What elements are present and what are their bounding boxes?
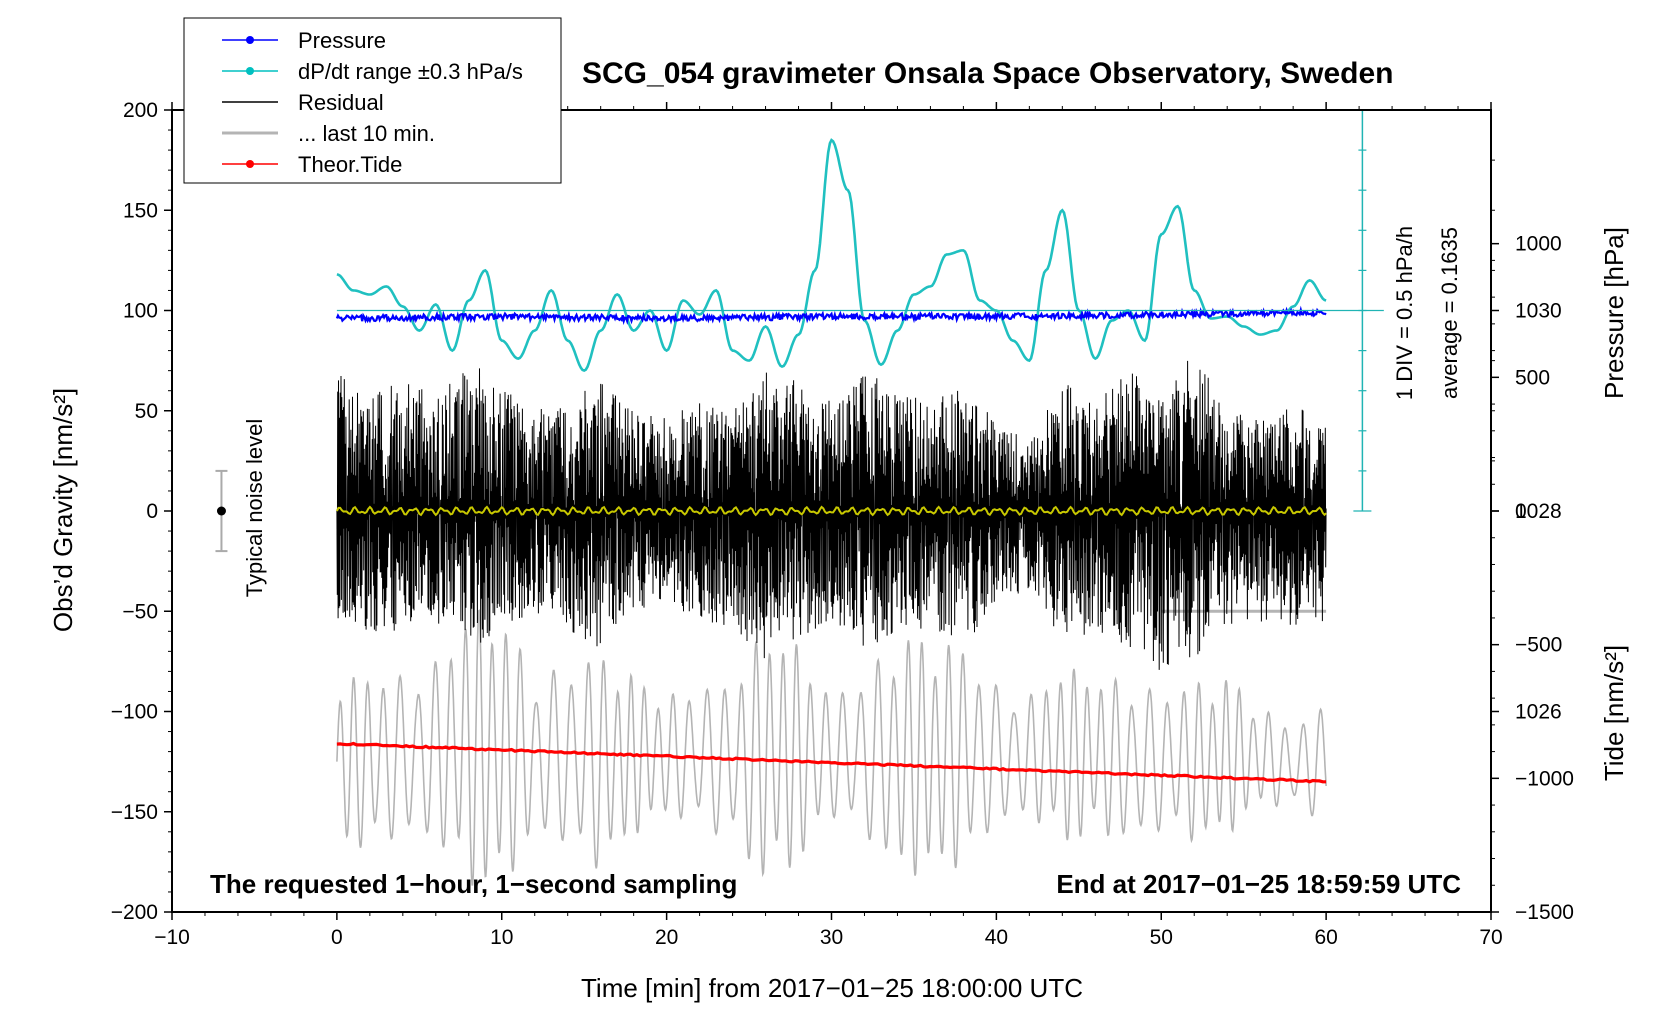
pressure-tick-label: 1026 [1515, 701, 1562, 724]
tide-tick-label: 500 [1515, 366, 1550, 389]
pressure-tick-label: 1030 [1515, 300, 1562, 323]
noise-level-label: Typical noise level [242, 419, 267, 598]
residual-trace [336, 360, 1327, 670]
y-tick-label-left: 50 [135, 400, 158, 423]
last-10-min-trace [336, 609, 1327, 886]
y-tick-label-left: −100 [111, 701, 158, 724]
tide-tick-label: 1000 [1515, 233, 1562, 256]
scale-bar-label-average: average = 0.1635 [1437, 227, 1462, 399]
pressure-trace [335, 305, 1327, 326]
legend: Pressure dP/dt range ±0.3 hPa/s Residual..… [183, 17, 562, 184]
noise-level-dot [216, 506, 226, 516]
legend-label: Theor.Tide [298, 152, 402, 177]
x-tick-label: 60 [1314, 926, 1337, 949]
tide-tick-label: −500 [1515, 634, 1562, 657]
x-tick-label: 50 [1150, 926, 1173, 949]
y-tick-label-left: 200 [123, 99, 158, 122]
tide-trace [336, 741, 1327, 784]
x-tick-label: 10 [490, 926, 513, 949]
annotation-end-time: End at 2017−01−25 18:59:59 UTC [1056, 869, 1461, 899]
axes: −10 0 10 20 30 40 50 60 70200150100500−50−100−15… [111, 99, 1574, 949]
legend-label: ... last 10 min. [298, 121, 435, 146]
x-tick-label: 70 [1479, 926, 1502, 949]
legend-box [183, 17, 562, 184]
legend-label: Residual [298, 90, 384, 115]
y-tick-label-left: 150 [123, 199, 158, 222]
y-axis-label-left: Obs’d Gravity [nm/s²] [48, 388, 78, 632]
x-tick-label: −10 [154, 926, 190, 949]
legend-label: Pressure [298, 28, 386, 53]
x-tick-label: 40 [985, 926, 1008, 949]
x-tick-label: 20 [655, 926, 678, 949]
annotation-sampling: The requested 1−hour, 1−second sampling [210, 869, 737, 899]
y-tick-label-left: −200 [111, 901, 158, 924]
tide-tick-label: 0 [1515, 500, 1527, 523]
scale-bar-label-div: 1 DIV = 0.5 hPa/h [1392, 226, 1417, 400]
y-tick-label-left: −150 [111, 801, 158, 824]
y-axis-label-pressure: Pressure [hPa] [1599, 227, 1629, 399]
chart-title: SCG_054 gravimeter Onsala Space Observat… [582, 57, 1394, 90]
legend-marker [246, 160, 254, 168]
y-axis-label-tide: Tide [nm/s²] [1599, 645, 1629, 781]
y-tick-label-left: 100 [123, 300, 158, 323]
plot-area [215, 109, 1384, 886]
residual-smoothed-trace [336, 505, 1327, 517]
tide-tick-label: −1000 [1515, 767, 1574, 790]
pressure-tick-label: 1028 [1515, 500, 1562, 523]
x-axis-label: Time [min] from 2017−01−25 18:00:00 UTC [581, 973, 1083, 1003]
y-tick-label-left: 0 [146, 500, 158, 523]
dpdt-trace [336, 138, 1327, 373]
x-tick-label: 30 [820, 926, 843, 949]
tide-tick-label: −1500 [1515, 901, 1574, 924]
legend-label: dP/dt range ±0.3 hPa/s [298, 59, 523, 84]
x-tick-label: 0 [331, 926, 343, 949]
y-tick-label-left: −50 [122, 600, 158, 623]
legend-marker [246, 67, 254, 75]
legend-marker [246, 36, 254, 44]
